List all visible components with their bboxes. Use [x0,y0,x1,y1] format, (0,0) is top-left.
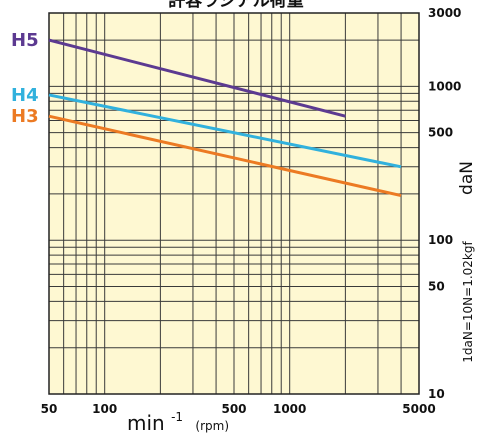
y-tick-label: 3000 [428,6,461,20]
y-axis-label: daN [457,161,477,195]
y-tick-label: 500 [428,126,453,140]
unit-conversion-note: 1daN=10N=1.02kgf [461,241,475,363]
series-lines [48,38,402,198]
plot-frame [48,12,420,395]
x-axis-label: min -1 (rpm) [127,402,229,434]
y-tick-label: 50 [428,279,445,293]
series-label-h3: H3 [11,106,39,127]
y-tick-label: 10 [428,387,445,401]
series-line-h3 [48,114,402,198]
series-line-h4 [48,93,402,169]
x-tick-label: 50 [41,402,58,416]
y-tick-labels: 10 50 100 500 1000 3000 [428,6,461,401]
x-tick-label: 1000 [273,402,306,416]
series-label-h4: H4 [11,85,39,106]
x-tick-label: 500 [221,402,246,416]
x-axis-label-main: min [127,411,165,434]
y-tick-label: 1000 [428,79,461,93]
series-line-h5 [48,38,346,118]
x-axis-label-unit: (rpm) [195,419,229,433]
y-tick-label: 100 [428,233,453,247]
x-tick-label: 100 [92,402,117,416]
series-label-h5: H5 [11,30,39,51]
x-tick-labels: 50 100 500 1000 5000 [41,402,436,416]
chart-title: 許容ラジアル荷重 [168,0,304,11]
x-tick-label: 5000 [402,402,435,416]
x-axis-label-superscript: -1 [171,410,183,424]
